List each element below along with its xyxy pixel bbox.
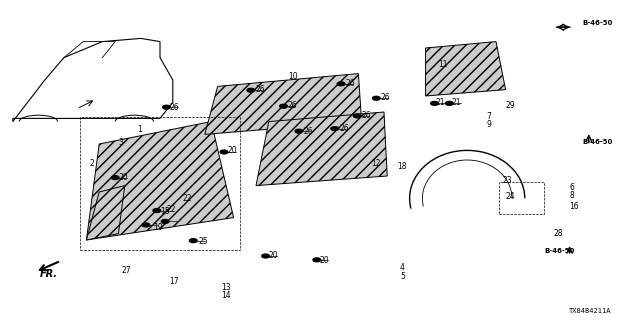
Text: 20: 20 (227, 146, 237, 155)
Text: 20: 20 (320, 256, 330, 265)
Text: B-46-50: B-46-50 (582, 140, 612, 145)
Polygon shape (205, 74, 362, 134)
Text: 6: 6 (570, 183, 575, 192)
Circle shape (189, 239, 197, 243)
Text: 3: 3 (118, 138, 124, 147)
Text: 5: 5 (400, 272, 405, 281)
Text: 16: 16 (570, 202, 579, 211)
Polygon shape (426, 42, 506, 96)
Text: 27: 27 (122, 266, 131, 275)
Text: 1: 1 (138, 125, 142, 134)
Polygon shape (256, 112, 387, 186)
Text: 8: 8 (570, 191, 574, 200)
Text: 21: 21 (435, 98, 445, 107)
Circle shape (262, 254, 269, 258)
Text: 20: 20 (269, 252, 278, 260)
Circle shape (280, 104, 287, 108)
Text: 17: 17 (170, 277, 179, 286)
Text: 15: 15 (160, 207, 170, 216)
Circle shape (431, 101, 438, 105)
Circle shape (313, 258, 321, 262)
Text: 22: 22 (166, 205, 176, 214)
Text: 19: 19 (154, 223, 163, 232)
Polygon shape (86, 186, 125, 240)
Text: 9: 9 (486, 120, 492, 129)
Circle shape (337, 82, 345, 86)
Circle shape (353, 114, 361, 118)
Circle shape (445, 101, 453, 105)
Text: 24: 24 (506, 192, 515, 201)
Text: FR.: FR. (40, 269, 58, 279)
Text: 26: 26 (304, 127, 314, 136)
Polygon shape (86, 122, 234, 240)
Bar (499, 182, 544, 214)
Text: 18: 18 (397, 162, 406, 171)
Text: 12: 12 (371, 159, 381, 168)
Circle shape (220, 150, 228, 154)
Circle shape (111, 176, 119, 180)
Text: 21: 21 (451, 98, 461, 107)
Text: 4: 4 (400, 263, 405, 272)
Circle shape (142, 223, 150, 227)
Circle shape (295, 129, 303, 133)
Text: 13: 13 (221, 284, 230, 292)
Text: 26: 26 (256, 85, 266, 94)
Circle shape (161, 220, 169, 223)
Circle shape (153, 209, 161, 212)
Bar (80, 117, 240, 250)
Text: 29: 29 (506, 101, 515, 110)
Text: 26: 26 (346, 79, 355, 88)
Text: 23: 23 (502, 176, 512, 185)
Text: 10: 10 (288, 72, 298, 81)
Text: 26: 26 (381, 93, 390, 102)
Circle shape (247, 88, 255, 92)
Circle shape (331, 127, 339, 131)
Text: 28: 28 (554, 229, 563, 238)
Text: 14: 14 (221, 292, 230, 300)
Text: 20: 20 (118, 173, 128, 182)
Text: 26: 26 (362, 111, 371, 120)
Text: 26: 26 (339, 124, 349, 132)
Text: 2: 2 (90, 159, 94, 168)
Text: B-46-50: B-46-50 (544, 248, 574, 254)
Text: 22: 22 (182, 194, 192, 203)
Text: TX84B4211A: TX84B4211A (569, 308, 611, 314)
Text: B-46-50: B-46-50 (582, 20, 612, 26)
Text: 7: 7 (486, 112, 492, 121)
Circle shape (163, 105, 170, 109)
Text: 25: 25 (198, 237, 208, 246)
Text: 26: 26 (288, 101, 298, 110)
Circle shape (372, 96, 380, 100)
Text: 11: 11 (438, 60, 448, 68)
Text: 26: 26 (170, 103, 179, 112)
